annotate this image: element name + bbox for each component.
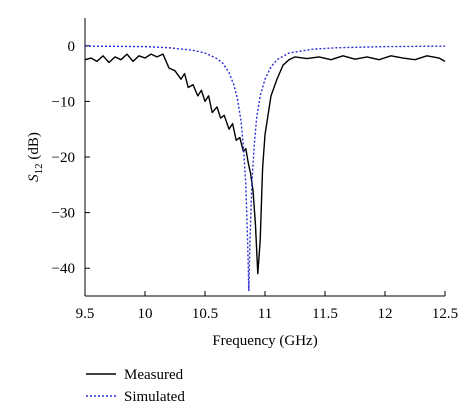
x-tick-label: 10.5 (192, 306, 218, 322)
x-tick-label: 11.5 (312, 306, 338, 322)
x-tick-label: 12.5 (432, 306, 458, 322)
x-axis-title: Frequency (GHz) (212, 333, 317, 349)
legend-label-measured: Measured (124, 367, 184, 383)
y-axis-title-main: S (26, 174, 42, 182)
y-tick-label: −40 (52, 261, 75, 277)
x-tick-label: 11 (258, 306, 272, 322)
plot-area: 9.5 10 10.5 11 11.5 12 12.5 0 −10 −20 −30 −40 (52, 18, 458, 322)
y-tick-label: 0 (68, 39, 76, 55)
series-layer (84, 45, 446, 292)
y-tick-label: −30 (52, 206, 75, 222)
y-tick-label: −20 (52, 150, 75, 166)
y-axis-title-unit: (dB) (26, 132, 42, 163)
x-tick-label: 9.5 (76, 306, 95, 322)
y-axis-title-subscript: 12 (33, 163, 45, 174)
y-ticks: 0 −10 −20 −30 −40 (52, 39, 90, 277)
y-axis-title: S12 (dB) (26, 132, 45, 182)
legend-label-simulated: Simulated (124, 389, 185, 405)
series-line-simulated (84, 45, 446, 292)
x-tick-label: 12 (378, 306, 393, 322)
legend-item-measured: Measured (86, 367, 184, 383)
series-line-measured (84, 53, 446, 275)
x-ticks: 9.5 10 10.5 11 11.5 12 12.5 (76, 291, 458, 322)
legend: Measured Simulated (86, 367, 185, 405)
y-tick-label: −10 (52, 94, 75, 110)
legend-item-simulated: Simulated (86, 389, 185, 405)
x-tick-label: 10 (138, 306, 153, 322)
